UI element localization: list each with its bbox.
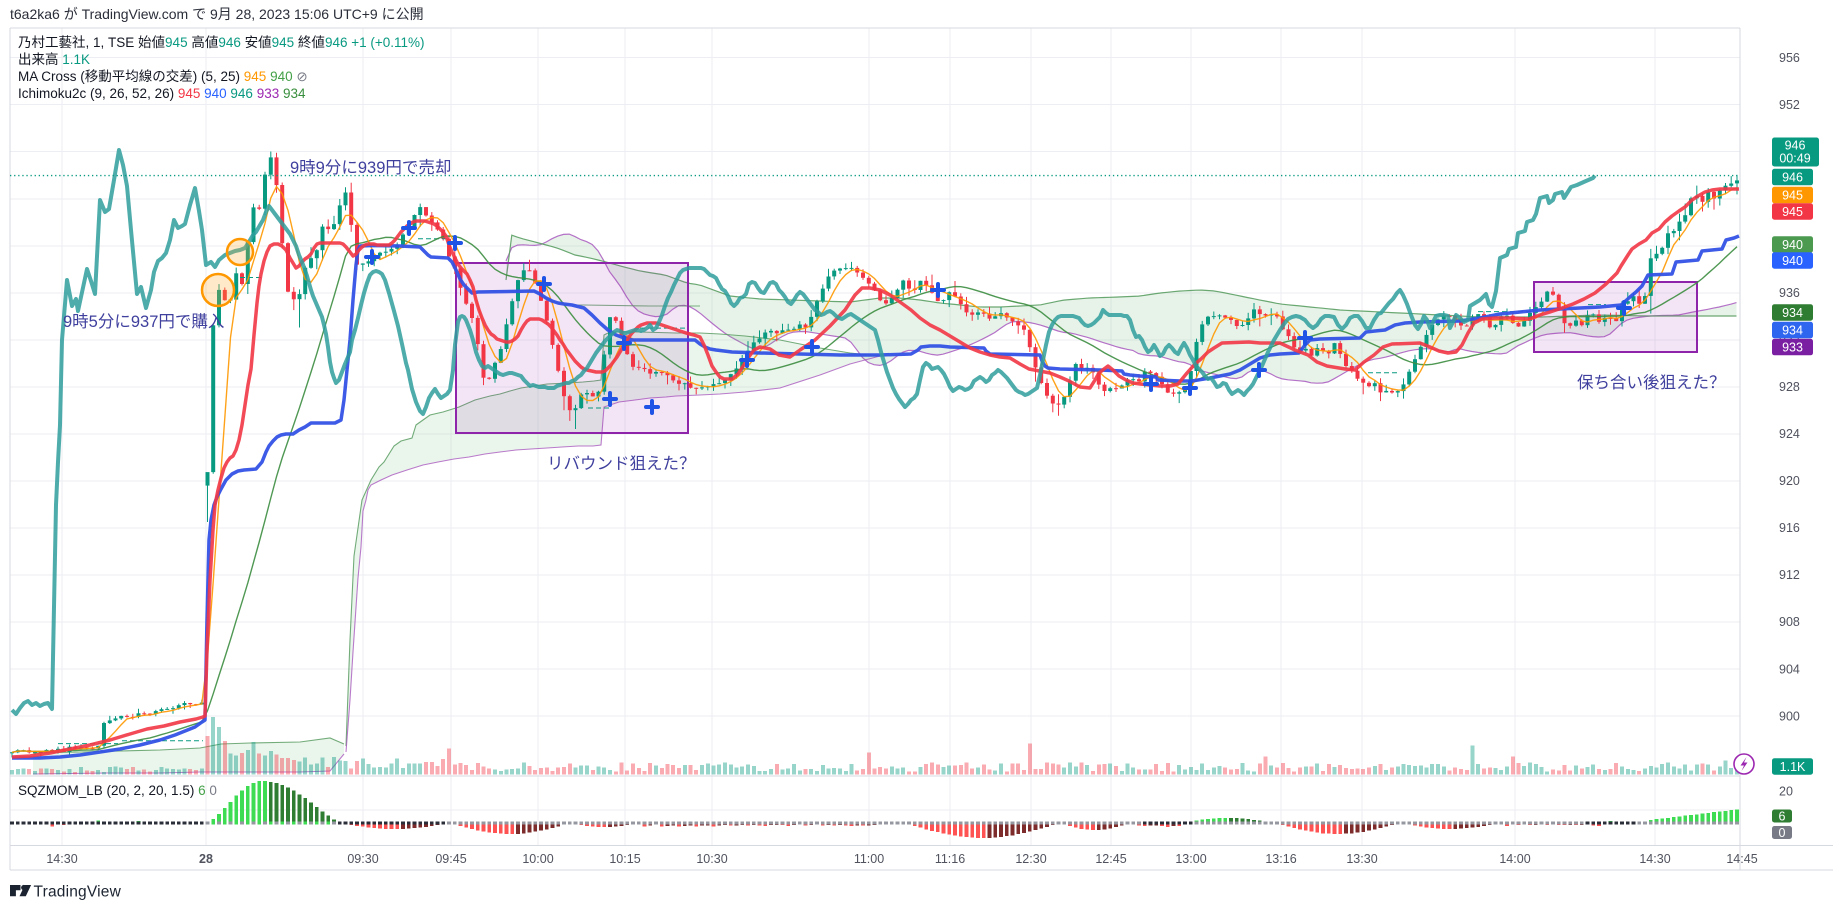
svg-text:940: 940	[1782, 238, 1803, 252]
svg-text:リバウンド狙えた？: リバウンド狙えた？	[547, 454, 696, 473]
svg-text:乃村工藝社, 1, TSE 始値945 高値946 安値9: 乃村工藝社, 1, TSE 始値945 高値946 安値945 終値946 +1…	[18, 34, 425, 50]
svg-text:946: 946	[1785, 139, 1806, 153]
svg-text:940: 940	[1782, 254, 1803, 268]
svg-text:0: 0	[1779, 826, 1786, 840]
svg-text:924: 924	[1779, 427, 1800, 441]
svg-text:13:16: 13:16	[1265, 852, 1296, 866]
svg-text:12:30: 12:30	[1015, 852, 1046, 866]
svg-text:20: 20	[1779, 785, 1793, 799]
svg-text:MA Cross (移動平均線の交差) (5, 25) 9: MA Cross (移動平均線の交差) (5, 25) 945 940 ⊘	[18, 68, 308, 84]
svg-text:09:30: 09:30	[347, 852, 378, 866]
svg-text:14:30: 14:30	[1639, 852, 1670, 866]
svg-text:908: 908	[1779, 615, 1800, 629]
svg-text:09:45: 09:45	[435, 852, 466, 866]
svg-text:00:49: 00:49	[1779, 152, 1810, 166]
svg-text:t6a2ka6 が TradingView.com で 9月: t6a2ka6 が TradingView.com で 9月 28, 2023 …	[10, 6, 424, 22]
svg-text:946: 946	[1782, 170, 1803, 184]
svg-text:945: 945	[1782, 205, 1803, 219]
svg-text:13:00: 13:00	[1175, 852, 1206, 866]
svg-text:900: 900	[1779, 709, 1800, 723]
svg-text:保ち合い後狙えた？: 保ち合い後狙えた？	[1577, 373, 1726, 392]
svg-text:出来高 1.1K: 出来高 1.1K	[18, 51, 90, 67]
svg-text:945: 945	[1782, 188, 1803, 202]
svg-text:934: 934	[1782, 323, 1803, 337]
svg-text:956: 956	[1779, 51, 1800, 65]
svg-text:928: 928	[1779, 380, 1800, 394]
svg-text:Ichimoku2c (9, 26, 52, 26) 94: Ichimoku2c (9, 26, 52, 26) 945 940 946 9…	[18, 86, 306, 101]
svg-text:10:00: 10:00	[522, 852, 553, 866]
svg-text:13:30: 13:30	[1346, 852, 1377, 866]
svg-text:10:30: 10:30	[696, 852, 727, 866]
svg-text:11:16: 11:16	[935, 852, 965, 866]
svg-text:SQZMOM_LB (20, 2, 20, 1.5) 6: SQZMOM_LB (20, 2, 20, 1.5) 6 0	[18, 783, 217, 798]
svg-text:9時9分に939円で売却: 9時9分に939円で売却	[290, 158, 451, 177]
svg-text:12:45: 12:45	[1095, 852, 1126, 866]
svg-text:14:30: 14:30	[46, 852, 77, 866]
svg-text:920: 920	[1779, 474, 1800, 488]
svg-text:933: 933	[1782, 340, 1803, 354]
svg-text:10:15: 10:15	[609, 852, 640, 866]
svg-text:14:45: 14:45	[1726, 852, 1757, 866]
svg-text:916: 916	[1779, 521, 1800, 535]
svg-text:912: 912	[1779, 568, 1800, 582]
svg-text:904: 904	[1779, 662, 1800, 676]
svg-text:936: 936	[1779, 286, 1800, 300]
svg-text:TradingView: TradingView	[34, 884, 122, 901]
svg-text:1.1K: 1.1K	[1780, 760, 1806, 774]
svg-text:9時5分に937円で購入: 9時5分に937円で購入	[63, 312, 224, 331]
svg-text:14:00: 14:00	[1499, 852, 1530, 866]
svg-text:6: 6	[1779, 809, 1786, 823]
svg-text:934: 934	[1782, 306, 1803, 320]
svg-text:11:00: 11:00	[854, 852, 884, 866]
svg-text:952: 952	[1779, 98, 1800, 112]
svg-text:28: 28	[199, 852, 213, 866]
